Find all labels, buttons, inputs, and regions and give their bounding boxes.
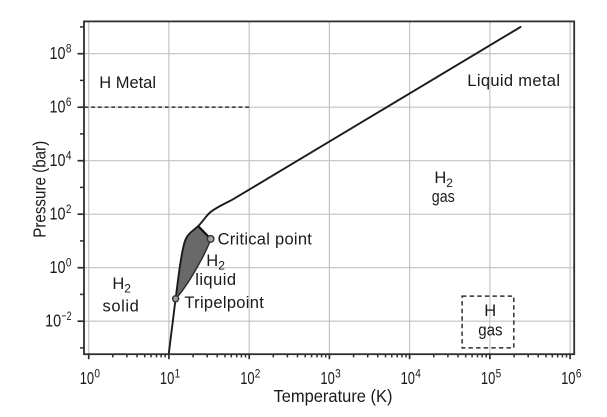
svg-text:10: 10 (50, 43, 66, 63)
svg-text:10: 10 (50, 97, 66, 117)
svg-text:10: 10 (45, 311, 61, 331)
svg-text:H: H (112, 275, 124, 293)
svg-text:Critical point: Critical point (218, 230, 313, 248)
svg-text:2: 2 (255, 366, 261, 380)
svg-text:6: 6 (576, 366, 582, 380)
svg-text:gas: gas (478, 321, 502, 339)
svg-text:4: 4 (415, 366, 421, 380)
svg-text:8: 8 (66, 42, 72, 56)
svg-text:10: 10 (160, 368, 175, 388)
svg-text:10: 10 (240, 368, 255, 388)
svg-text:0: 0 (94, 366, 100, 380)
svg-text:gas: gas (432, 188, 455, 206)
svg-text:solid: solid (103, 297, 139, 315)
svg-text:Temperature (K): Temperature (K) (274, 386, 393, 406)
svg-text:3: 3 (335, 366, 341, 380)
svg-text:liquid: liquid (195, 271, 236, 289)
svg-text:Tripelpoint: Tripelpoint (184, 294, 264, 312)
svg-text:10: 10 (50, 204, 66, 224)
svg-text:10: 10 (481, 368, 496, 388)
svg-text:H: H (206, 252, 218, 270)
svg-text:0: 0 (66, 256, 72, 270)
svg-text:H: H (484, 302, 496, 320)
svg-text:H: H (434, 169, 446, 187)
svg-text:10: 10 (80, 368, 95, 388)
svg-text:2: 2 (218, 259, 225, 273)
svg-text:10: 10 (561, 368, 576, 388)
svg-text:1: 1 (175, 366, 181, 380)
svg-text:H Metal: H Metal (99, 74, 156, 92)
svg-text:6: 6 (66, 95, 72, 109)
svg-text:10: 10 (320, 368, 335, 388)
svg-text:10: 10 (50, 257, 66, 277)
svg-text:2: 2 (124, 282, 131, 296)
svg-text:−2: −2 (62, 309, 72, 323)
svg-text:2: 2 (446, 176, 453, 190)
svg-text:Pressure (bar): Pressure (bar) (29, 141, 49, 238)
svg-text:Liquid metal: Liquid metal (467, 72, 560, 90)
svg-text:2: 2 (66, 202, 72, 216)
svg-text:10: 10 (401, 368, 416, 388)
svg-text:4: 4 (66, 149, 72, 163)
svg-text:5: 5 (496, 366, 502, 380)
svg-text:10: 10 (50, 150, 66, 170)
